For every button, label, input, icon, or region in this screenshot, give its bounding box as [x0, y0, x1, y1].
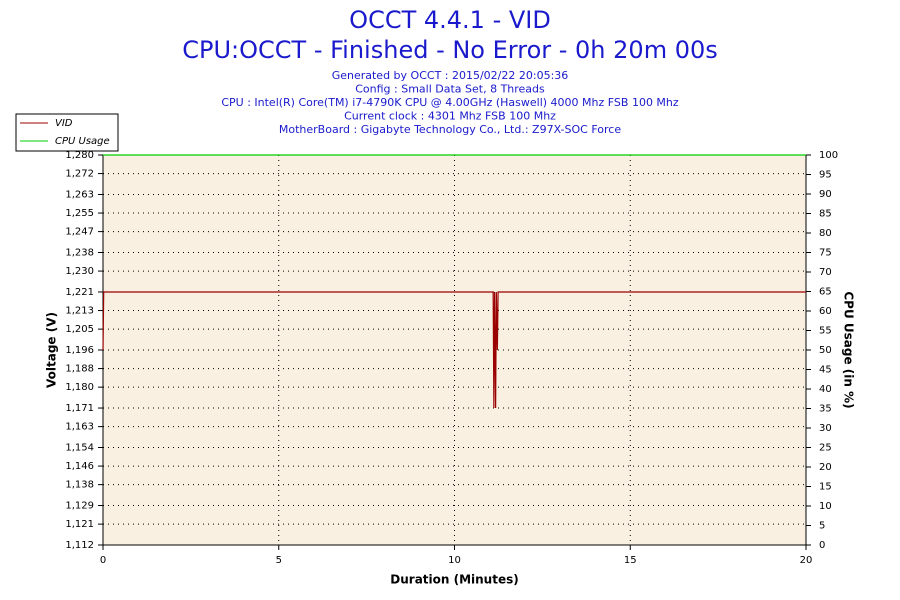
- legend-box: [15, 113, 119, 152]
- y-tick-label: 1,230: [65, 266, 94, 277]
- y2-tick-label: 95: [819, 170, 832, 181]
- y2-tick-label: 10: [819, 501, 832, 512]
- y2-tick-label: 80: [819, 228, 832, 239]
- legend-label: CPU Usage: [55, 136, 110, 147]
- y-tick-label: 1,213: [65, 306, 94, 317]
- y-tick-label: 1,112: [65, 540, 94, 551]
- y2-tick-label: 30: [819, 423, 832, 434]
- y2-tick-label: 75: [819, 248, 832, 259]
- y2-tick-label: 100: [819, 150, 838, 161]
- y2-tick-label: 90: [819, 189, 832, 200]
- y-tick-label: 1,154: [65, 443, 94, 454]
- y-tick-label: 1,146: [65, 461, 94, 472]
- y2-axis-title: CPU Usage (in %): [842, 291, 856, 408]
- x-tick-label: 0: [100, 555, 106, 566]
- info-line: MotherBoard : Gigabyte Technology Co., L…: [279, 123, 621, 136]
- y-tick-label: 1,205: [65, 324, 94, 335]
- info-line: CPU : Intel(R) Core(TM) i7-4790K CPU @ 4…: [221, 96, 679, 109]
- y2-tick-label: 55: [819, 326, 832, 337]
- chart-title: OCCT 4.4.1 - VID: [349, 6, 551, 34]
- info-line: Current clock : 4301 Mhz FSB 100 Mhz: [344, 110, 556, 123]
- info-line: Generated by OCCT : 2015/02/22 20:05:36: [332, 69, 569, 82]
- y2-tick-label: 25: [819, 443, 832, 454]
- y-tick-label: 1,129: [65, 501, 94, 512]
- y-tick-label: 1,221: [65, 287, 94, 298]
- y2-tick-label: 0: [819, 540, 825, 551]
- y-tick-label: 1,280: [65, 150, 94, 161]
- y2-tick-label: 70: [819, 267, 832, 278]
- y-tick-label: 1,272: [65, 169, 94, 180]
- y2-tick-label: 65: [819, 287, 832, 298]
- y2-tick-label: 5: [819, 521, 825, 532]
- y-tick-label: 1,138: [65, 480, 94, 491]
- x-tick-label: 10: [448, 555, 461, 566]
- y2-tick-label: 60: [819, 306, 832, 317]
- x-tick-label: 15: [624, 555, 637, 566]
- y-axis-title: Voltage (V): [45, 312, 59, 388]
- y-tick-label: 1,247: [65, 227, 94, 238]
- x-axis-title: Duration (Minutes): [390, 573, 518, 587]
- y-tick-label: 1,238: [65, 248, 94, 259]
- y2-tick-label: 45: [819, 365, 832, 376]
- x-tick-label: 20: [800, 555, 813, 566]
- y-tick-label: 1,121: [65, 519, 94, 530]
- chart-subtitle: CPU:OCCT - Finished - No Error - 0h 20m …: [182, 36, 718, 64]
- y2-tick-label: 85: [819, 209, 832, 220]
- y2-tick-label: 40: [819, 384, 832, 395]
- y-tick-label: 1,188: [65, 364, 94, 375]
- y-tick-label: 1,263: [65, 189, 94, 200]
- info-line: Config : Small Data Set, 8 Threads: [355, 83, 545, 96]
- y-tick-label: 1,163: [65, 422, 94, 433]
- y2-tick-label: 35: [819, 404, 832, 415]
- x-tick-label: 5: [276, 555, 282, 566]
- y-tick-label: 1,171: [65, 403, 94, 414]
- y2-tick-label: 20: [819, 462, 832, 473]
- y2-tick-label: 15: [819, 482, 832, 493]
- y-tick-label: 1,196: [65, 345, 94, 356]
- legend-label: VID: [55, 118, 73, 129]
- y-tick-label: 1,255: [65, 208, 94, 219]
- y2-tick-label: 50: [819, 345, 832, 356]
- y-tick-label: 1,180: [65, 382, 94, 393]
